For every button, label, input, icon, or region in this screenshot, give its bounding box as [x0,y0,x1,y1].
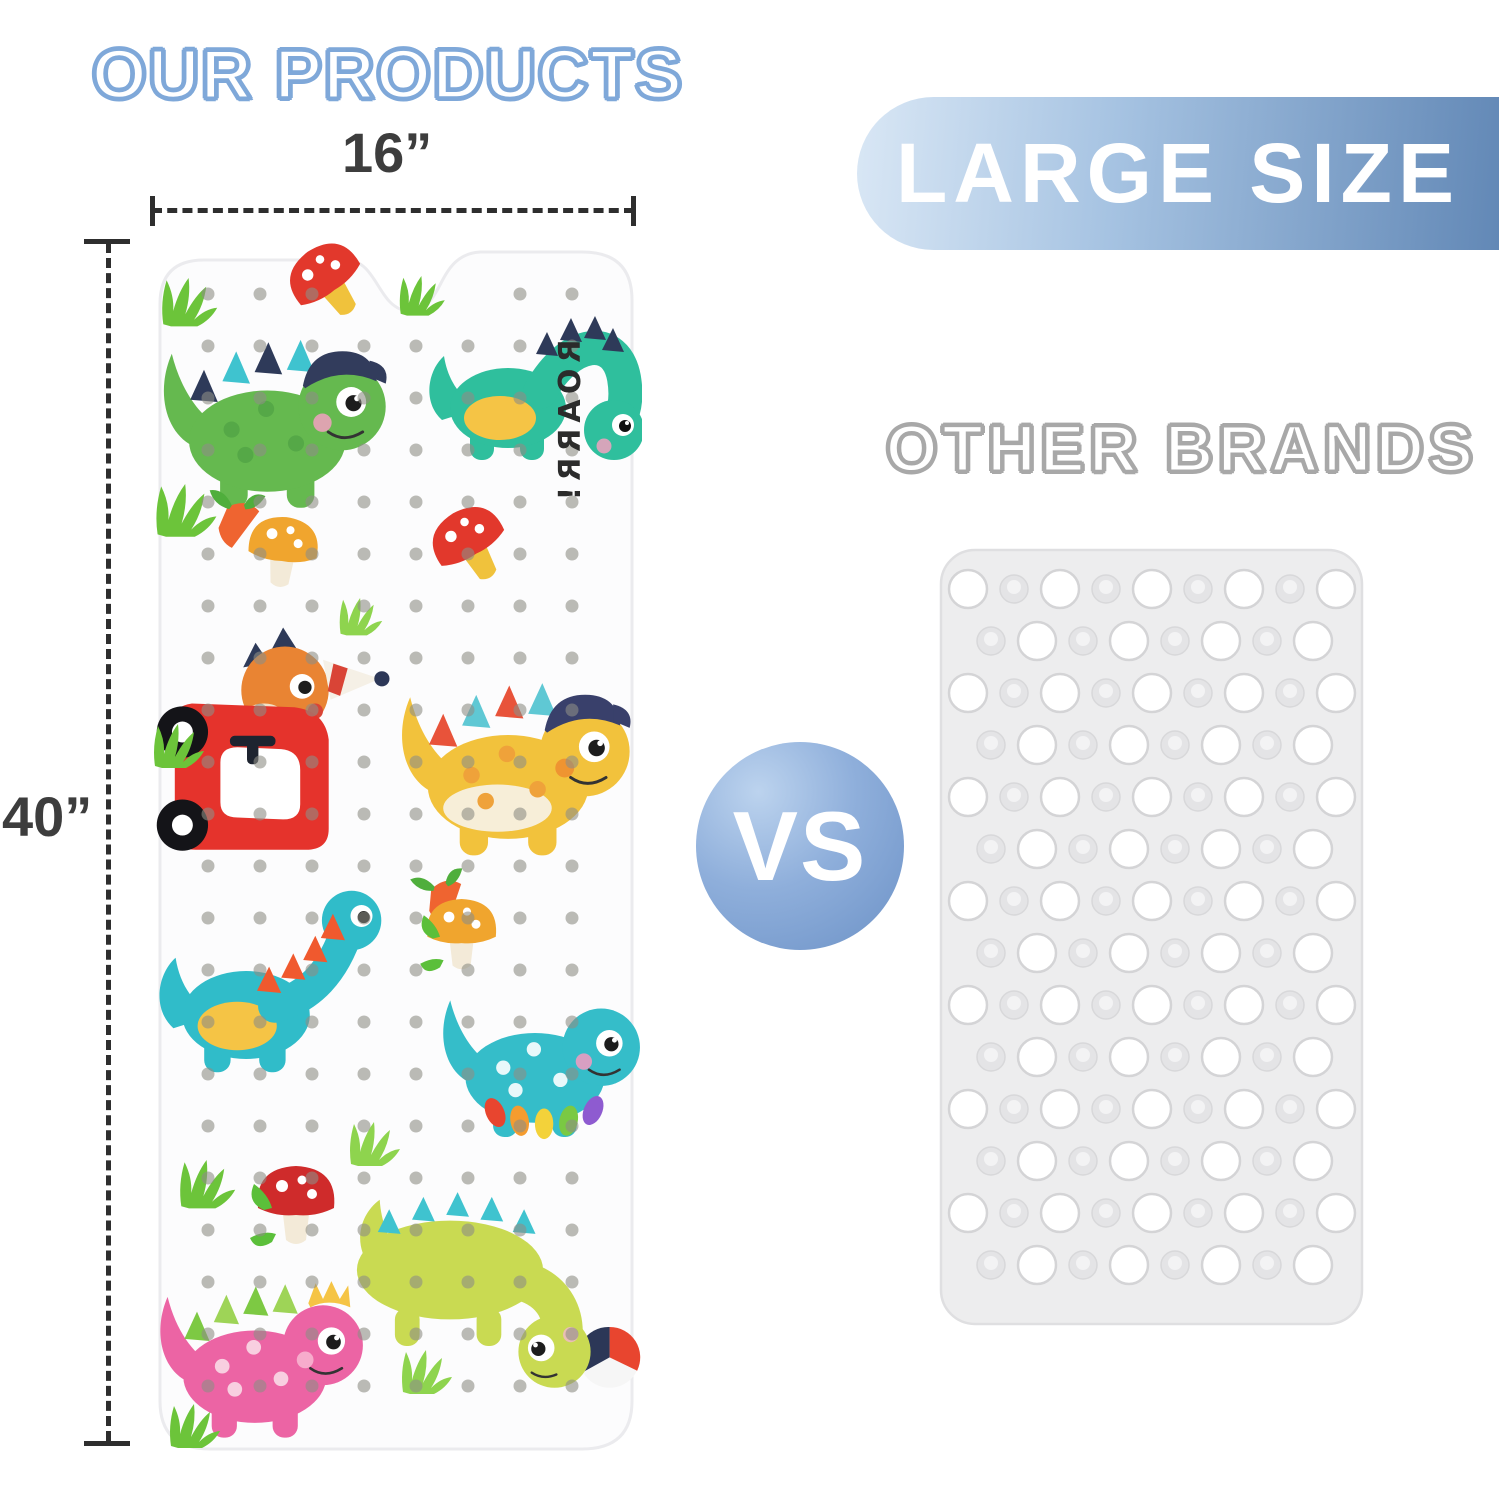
dino-pink-with-crown [160,1281,363,1438]
our-products-title: OUR PRODUCTS [90,33,684,115]
grass-tuft [339,598,383,636]
grass-tuft [156,484,217,537]
mushroom-orange-greens [420,899,497,972]
crown [308,1281,351,1308]
width-dimension-tick-left [150,196,155,226]
mushroom-cap [432,507,505,566]
grass-tuft [350,1122,400,1166]
grass-tuft [170,1404,220,1448]
dino-teal-rainbow [443,1000,640,1140]
height-dimension-cap-top [84,239,130,244]
grass-blades [180,1160,236,1209]
grass-blades [399,276,445,316]
width-dimension-line [152,208,634,213]
mushroom-cap [427,899,497,944]
carrot-root [218,503,260,548]
car-window [220,747,301,820]
height-dimension-label: 40” [2,785,93,848]
suction-cups-and-holes [947,568,1357,1286]
vs-badge: VS [696,742,904,950]
cap [302,351,377,389]
grass-blades [339,598,383,636]
grass-blades [350,1122,400,1166]
mushroom-stem [449,935,475,970]
width-dimension-label: 16” [342,121,433,184]
height-dimension-cap-bottom [84,1441,130,1446]
grass-tuft [180,1160,236,1209]
dino-lime-with-ball [356,1192,641,1388]
head [584,400,642,460]
grass-tuft [399,276,445,316]
grass-blades [156,484,217,537]
vs-label: VS [732,791,868,901]
height-dimension-line [106,243,111,1441]
mat-print-text: ROARR! [553,340,588,507]
dino-green-with-cap [163,339,387,508]
grass-blades [170,1404,220,1448]
competitor-mat-illustration [939,548,1364,1326]
product-mat-illustration: ROARR! [154,243,642,1451]
drain-hole-dots [201,287,579,1393]
mushroom-stem [282,1206,310,1244]
cap [544,694,621,733]
width-dimension-tick-right [631,196,636,226]
large-size-banner: LARGE SIZE [857,97,1499,250]
grass-tuft [154,724,204,768]
grass-blades [154,724,204,768]
dino-cyan-longneck [159,890,382,1073]
other-brands-title: OTHER BRANDS [885,410,1478,487]
large-size-label: LARGE SIZE [895,126,1461,220]
